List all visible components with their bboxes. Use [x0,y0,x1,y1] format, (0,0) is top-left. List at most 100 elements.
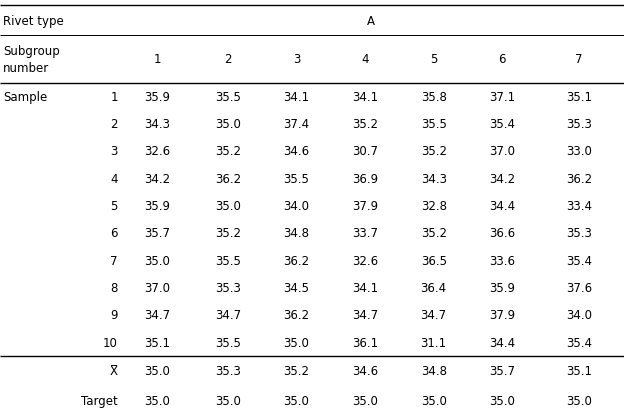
Text: 35.3: 35.3 [566,227,592,240]
Text: 35.1: 35.1 [566,364,592,377]
Text: 35.9: 35.9 [145,199,170,213]
Text: 35.3: 35.3 [566,118,592,131]
Text: 34.7: 34.7 [215,309,241,322]
Text: 35.0: 35.0 [215,199,241,213]
Text: 34.8: 34.8 [421,364,447,377]
Text: Sample: Sample [3,90,47,104]
Text: 35.5: 35.5 [215,254,241,267]
Text: 32.6: 32.6 [145,145,170,158]
Text: 37.6: 37.6 [566,281,592,294]
Text: 36.1: 36.1 [352,336,378,349]
Text: 7: 7 [575,53,583,66]
Text: 34.1: 34.1 [283,90,310,104]
Text: 5: 5 [110,199,118,213]
Text: 34.7: 34.7 [421,309,447,322]
Text: 34.8: 34.8 [283,227,310,240]
Text: Subgroup
number: Subgroup number [3,45,60,75]
Text: 37.9: 37.9 [352,199,378,213]
Text: 35.2: 35.2 [421,227,447,240]
Text: 33.7: 33.7 [352,227,378,240]
Text: 35.0: 35.0 [283,394,310,407]
Text: 35.4: 35.4 [489,118,515,131]
Text: 35.0: 35.0 [352,394,378,407]
Text: 34.1: 34.1 [352,90,378,104]
Text: 34.0: 34.0 [566,309,592,322]
Text: 35.7: 35.7 [145,227,170,240]
Text: 35.2: 35.2 [421,145,447,158]
Text: 37.4: 37.4 [283,118,310,131]
Text: 34.2: 34.2 [145,172,170,185]
Text: 35.1: 35.1 [145,336,170,349]
Text: 36.2: 36.2 [566,172,592,185]
Text: 35.9: 35.9 [145,90,170,104]
Text: 2: 2 [110,118,118,131]
Text: 35.3: 35.3 [215,364,241,377]
Text: 35.7: 35.7 [489,364,515,377]
Text: 35.0: 35.0 [215,118,241,131]
Text: 6: 6 [110,227,118,240]
Text: 34.3: 34.3 [145,118,170,131]
Text: 35.0: 35.0 [145,254,170,267]
Text: 35.5: 35.5 [283,172,310,185]
Text: 36.2: 36.2 [283,309,310,322]
Text: 34.7: 34.7 [352,309,378,322]
Text: 34.6: 34.6 [283,145,310,158]
Text: 35.5: 35.5 [215,90,241,104]
Text: 37.1: 37.1 [489,90,515,104]
Text: 7: 7 [110,254,118,267]
Text: 35.2: 35.2 [283,364,310,377]
Text: 37.0: 37.0 [489,145,515,158]
Text: 35.4: 35.4 [566,336,592,349]
Text: 35.3: 35.3 [215,281,241,294]
Text: 35.0: 35.0 [145,394,170,407]
Text: 36.2: 36.2 [215,172,241,185]
Text: X̅: X̅ [110,364,118,377]
Text: 35.5: 35.5 [215,336,241,349]
Text: 34.4: 34.4 [489,199,515,213]
Text: 35.0: 35.0 [215,394,241,407]
Text: 34.1: 34.1 [352,281,378,294]
Text: 6: 6 [499,53,506,66]
Text: 35.0: 35.0 [283,336,310,349]
Text: 10: 10 [103,336,118,349]
Text: 33.4: 33.4 [566,199,592,213]
Text: 31.1: 31.1 [421,336,447,349]
Text: 33.6: 33.6 [489,254,515,267]
Text: 34.4: 34.4 [489,336,515,349]
Text: 35.9: 35.9 [489,281,515,294]
Text: 3: 3 [110,145,118,158]
Text: 34.7: 34.7 [145,309,170,322]
Text: 35.8: 35.8 [421,90,447,104]
Text: 35.2: 35.2 [215,227,241,240]
Text: 1: 1 [154,53,162,66]
Text: A: A [368,14,375,28]
Text: 32.8: 32.8 [421,199,447,213]
Text: 9: 9 [110,309,118,322]
Text: 35.2: 35.2 [352,118,378,131]
Text: 37.9: 37.9 [489,309,515,322]
Text: 1: 1 [110,90,118,104]
Text: 4: 4 [361,53,369,66]
Text: 34.0: 34.0 [283,199,310,213]
Text: 35.0: 35.0 [145,364,170,377]
Text: 35.0: 35.0 [421,394,447,407]
Text: 3: 3 [293,53,300,66]
Text: 32.6: 32.6 [352,254,378,267]
Text: 30.7: 30.7 [352,145,378,158]
Text: 35.1: 35.1 [566,90,592,104]
Text: 34.5: 34.5 [283,281,310,294]
Text: 35.0: 35.0 [489,394,515,407]
Text: 36.9: 36.9 [352,172,378,185]
Text: 36.6: 36.6 [489,227,515,240]
Text: Rivet type: Rivet type [3,14,64,28]
Text: 36.4: 36.4 [421,281,447,294]
Text: 34.3: 34.3 [421,172,447,185]
Text: 34.2: 34.2 [489,172,515,185]
Text: 4: 4 [110,172,118,185]
Text: 8: 8 [110,281,118,294]
Text: 36.5: 36.5 [421,254,447,267]
Text: 5: 5 [430,53,437,66]
Text: 37.0: 37.0 [145,281,170,294]
Text: Target: Target [81,394,118,407]
Text: 35.2: 35.2 [215,145,241,158]
